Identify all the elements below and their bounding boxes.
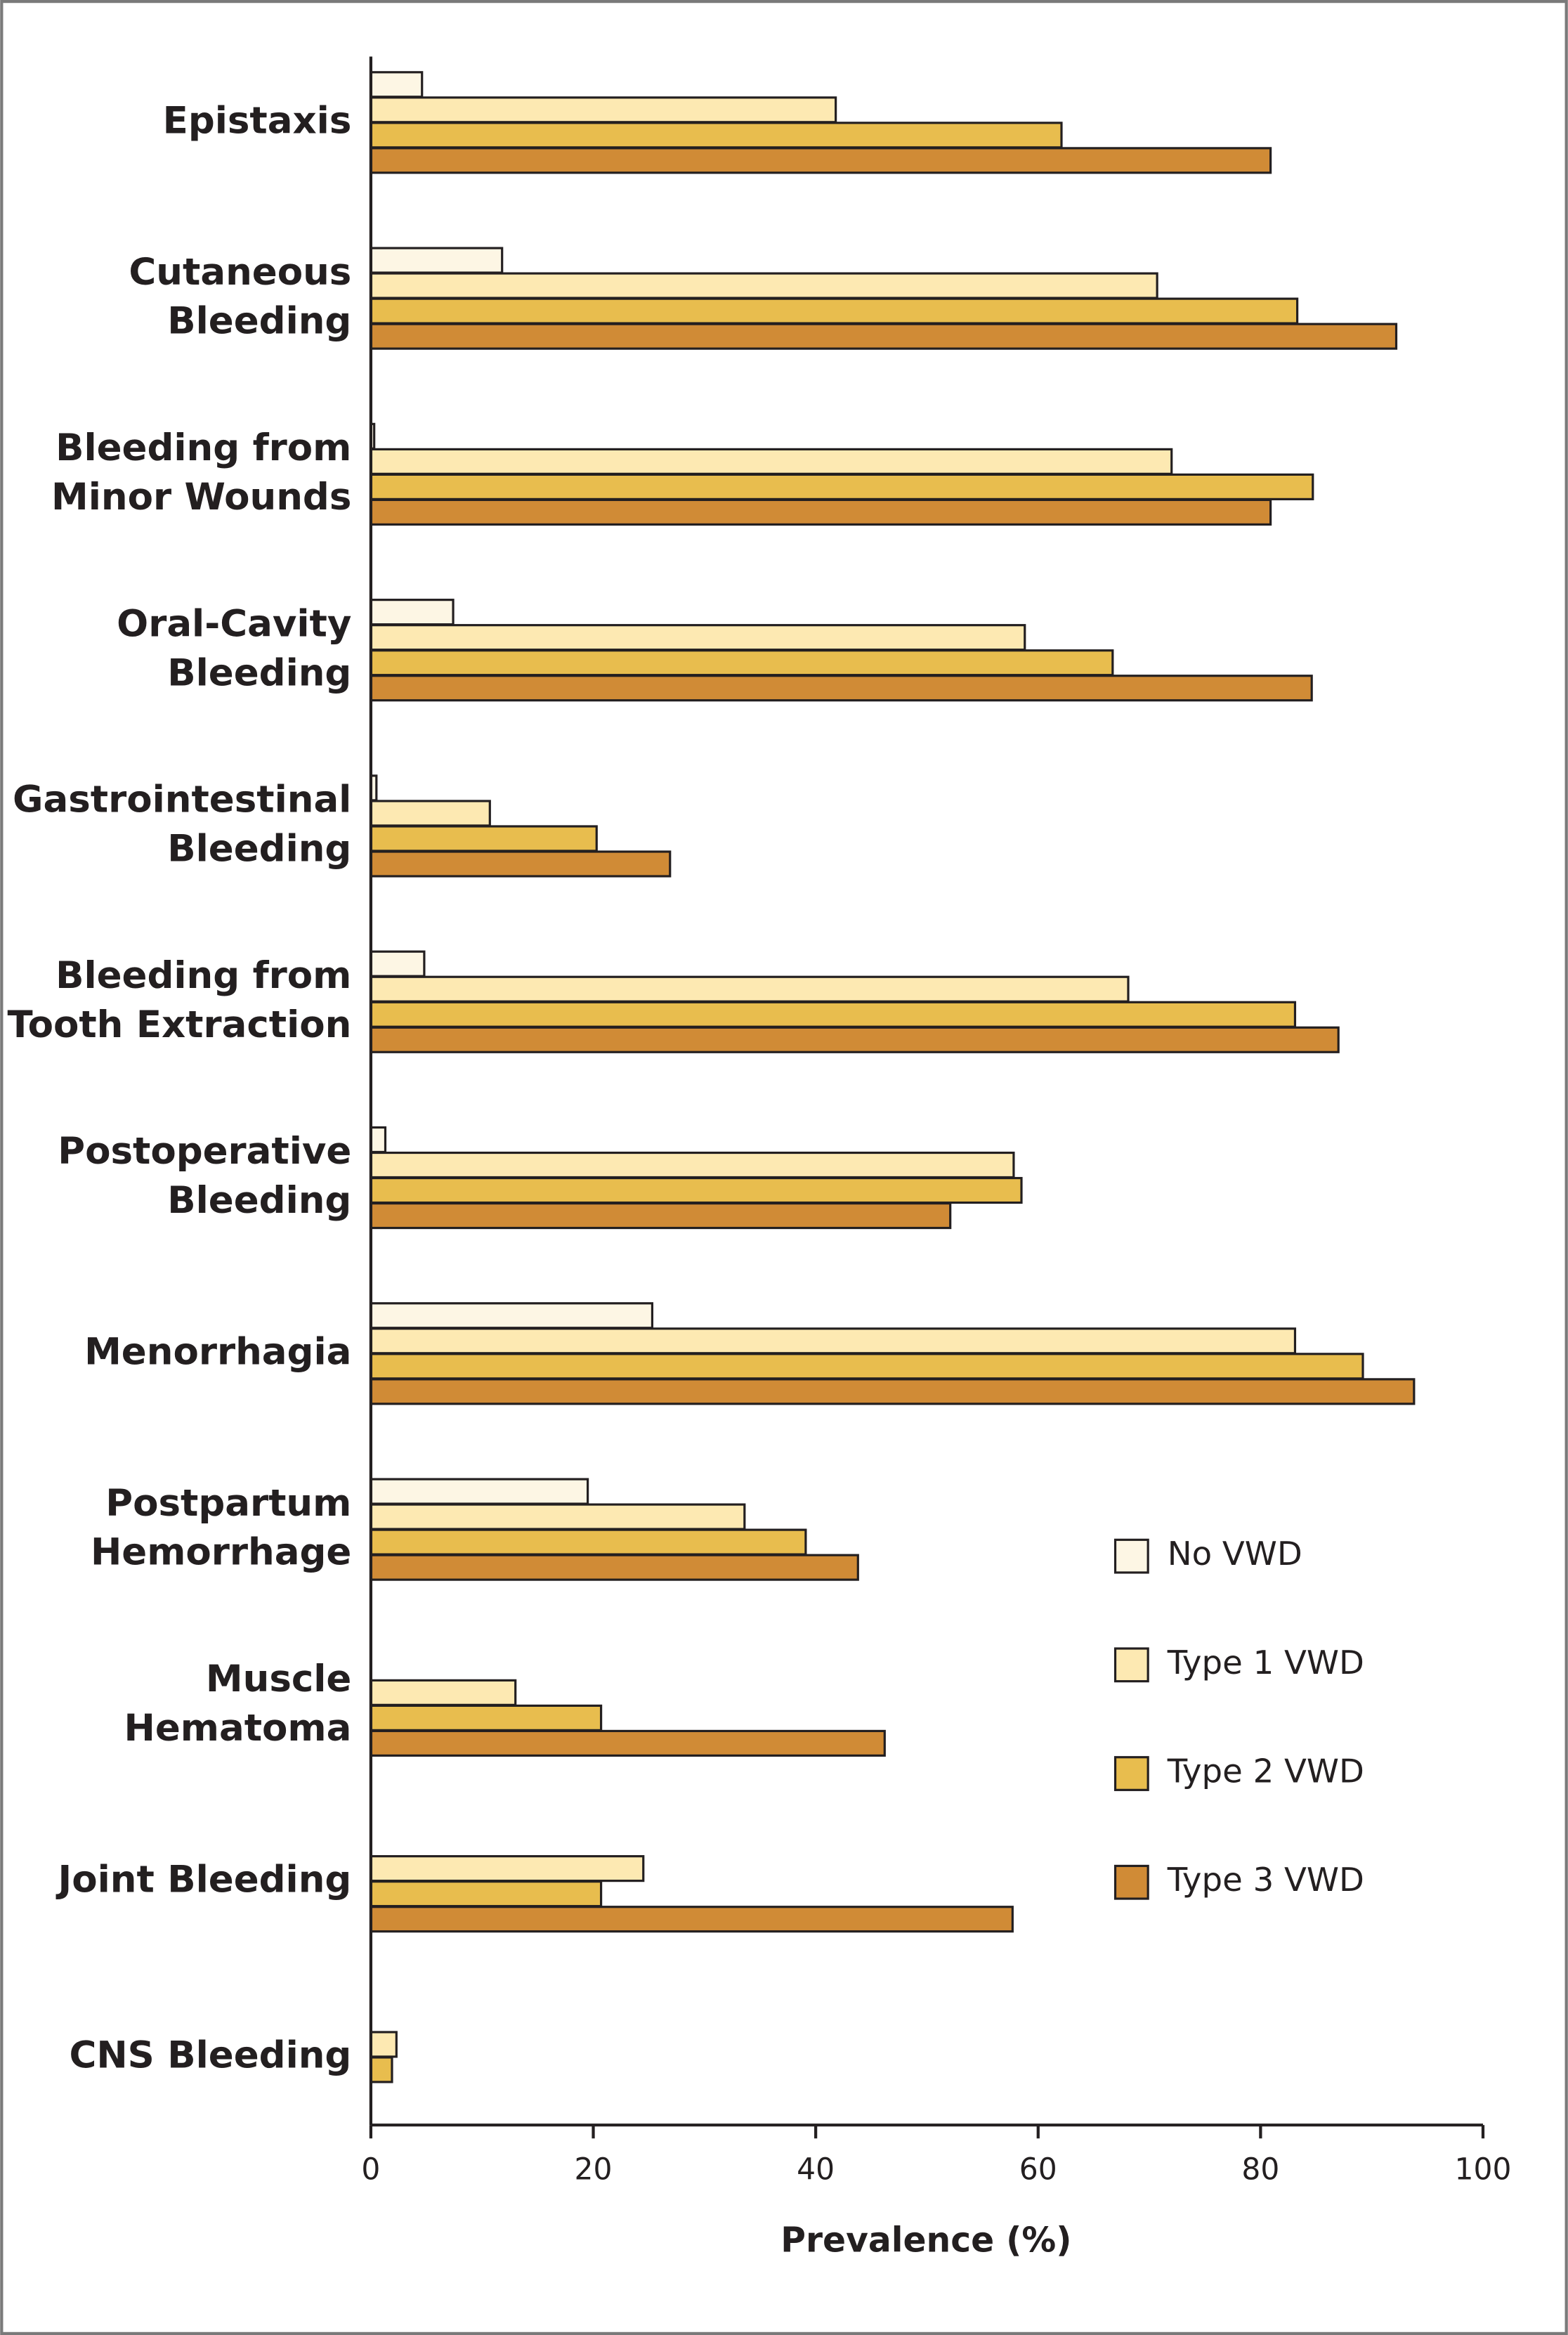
bar — [370, 473, 1314, 500]
bar — [370, 1026, 1340, 1053]
bar — [370, 1503, 746, 1530]
bar — [370, 1729, 886, 1757]
x-tick-label: 20 — [575, 2152, 613, 2186]
legend-label: No VWD — [1168, 1535, 1302, 1573]
y-tick-label: Hemorrhage — [91, 1531, 351, 1574]
x-tick-label: 40 — [797, 2152, 835, 2186]
y-tick-label: Muscle — [206, 1658, 351, 1700]
bar — [370, 850, 672, 878]
bar — [370, 1880, 603, 1908]
y-tick-label: Epistaxis — [163, 99, 352, 142]
bar — [370, 1528, 807, 1556]
legend-label: Type 2 VWD — [1167, 1752, 1364, 1790]
y-tick-label: Menorrhagia — [84, 1330, 351, 1373]
x-tick-label: 80 — [1241, 2152, 1279, 2186]
bar — [370, 323, 1398, 350]
bar — [370, 2056, 393, 2083]
y-tick-label: Postpartum — [105, 1482, 351, 1525]
bar — [370, 1151, 1015, 1179]
y-tick-label: Postoperative — [58, 1130, 351, 1173]
y-tick-label: CNS Bleeding — [69, 2034, 351, 2077]
bar — [370, 147, 1272, 174]
bar — [370, 122, 1063, 149]
bar — [370, 599, 455, 626]
bar — [370, 1679, 517, 1706]
y-tick-label: Bleeding — [167, 300, 351, 343]
y-tick-label: Gastrointestinal — [13, 779, 351, 821]
bar — [370, 498, 1272, 526]
y-tick-label: Cutaneous — [129, 251, 351, 294]
bar — [370, 1855, 645, 1882]
bar — [370, 2031, 398, 2058]
y-tick-label: Oral-Cavity — [117, 602, 351, 645]
bar — [370, 448, 1173, 475]
y-tick-label: Bleeding — [167, 1179, 351, 1222]
bar — [370, 1478, 589, 1505]
y-tick-label: Bleeding from — [55, 954, 351, 997]
x-tick-label: 100 — [1455, 2152, 1512, 2186]
legend-swatch — [1113, 1538, 1149, 1574]
y-tick-label: Bleeding — [167, 828, 351, 871]
bar — [370, 1704, 603, 1731]
legend-swatch — [1113, 1756, 1149, 1791]
y-tick-label: Hematoma — [124, 1707, 352, 1750]
bar — [370, 975, 1130, 1003]
bar — [370, 247, 504, 274]
legend-swatch — [1113, 1864, 1149, 1900]
bar — [370, 1327, 1297, 1355]
bar — [370, 1001, 1297, 1028]
x-tick-label: 60 — [1019, 2152, 1057, 2186]
y-tick-label: Bleeding from — [55, 427, 351, 469]
y-tick-label: Minor Wounds — [51, 476, 351, 519]
bar — [370, 825, 598, 852]
bar — [370, 1378, 1416, 1405]
legend-label: Type 3 VWD — [1167, 1861, 1364, 1899]
bar — [370, 800, 491, 827]
legend-swatch — [1113, 1647, 1149, 1683]
bar — [370, 1302, 654, 1329]
bar — [370, 649, 1114, 677]
bar — [370, 71, 424, 98]
bar — [370, 1176, 1023, 1204]
y-tick-label: Bleeding — [167, 651, 351, 694]
bar — [370, 1554, 859, 1581]
bar — [370, 297, 1299, 325]
bar — [370, 950, 426, 977]
bar — [370, 675, 1313, 702]
y-tick-label: Tooth Extraction — [7, 1003, 351, 1046]
bar — [370, 624, 1026, 651]
x-axis-title: Prevalence (%) — [780, 2221, 1071, 2261]
bar — [370, 1906, 1014, 1933]
bar — [370, 96, 837, 124]
bar — [370, 1353, 1364, 1380]
legend-label: Type 1 VWD — [1167, 1644, 1364, 1682]
bar — [370, 272, 1158, 299]
bar — [370, 1202, 952, 1230]
y-tick-label: Joint Bleeding — [56, 1858, 352, 1901]
bar — [370, 1126, 387, 1154]
x-tick-label: 0 — [361, 2152, 380, 2186]
